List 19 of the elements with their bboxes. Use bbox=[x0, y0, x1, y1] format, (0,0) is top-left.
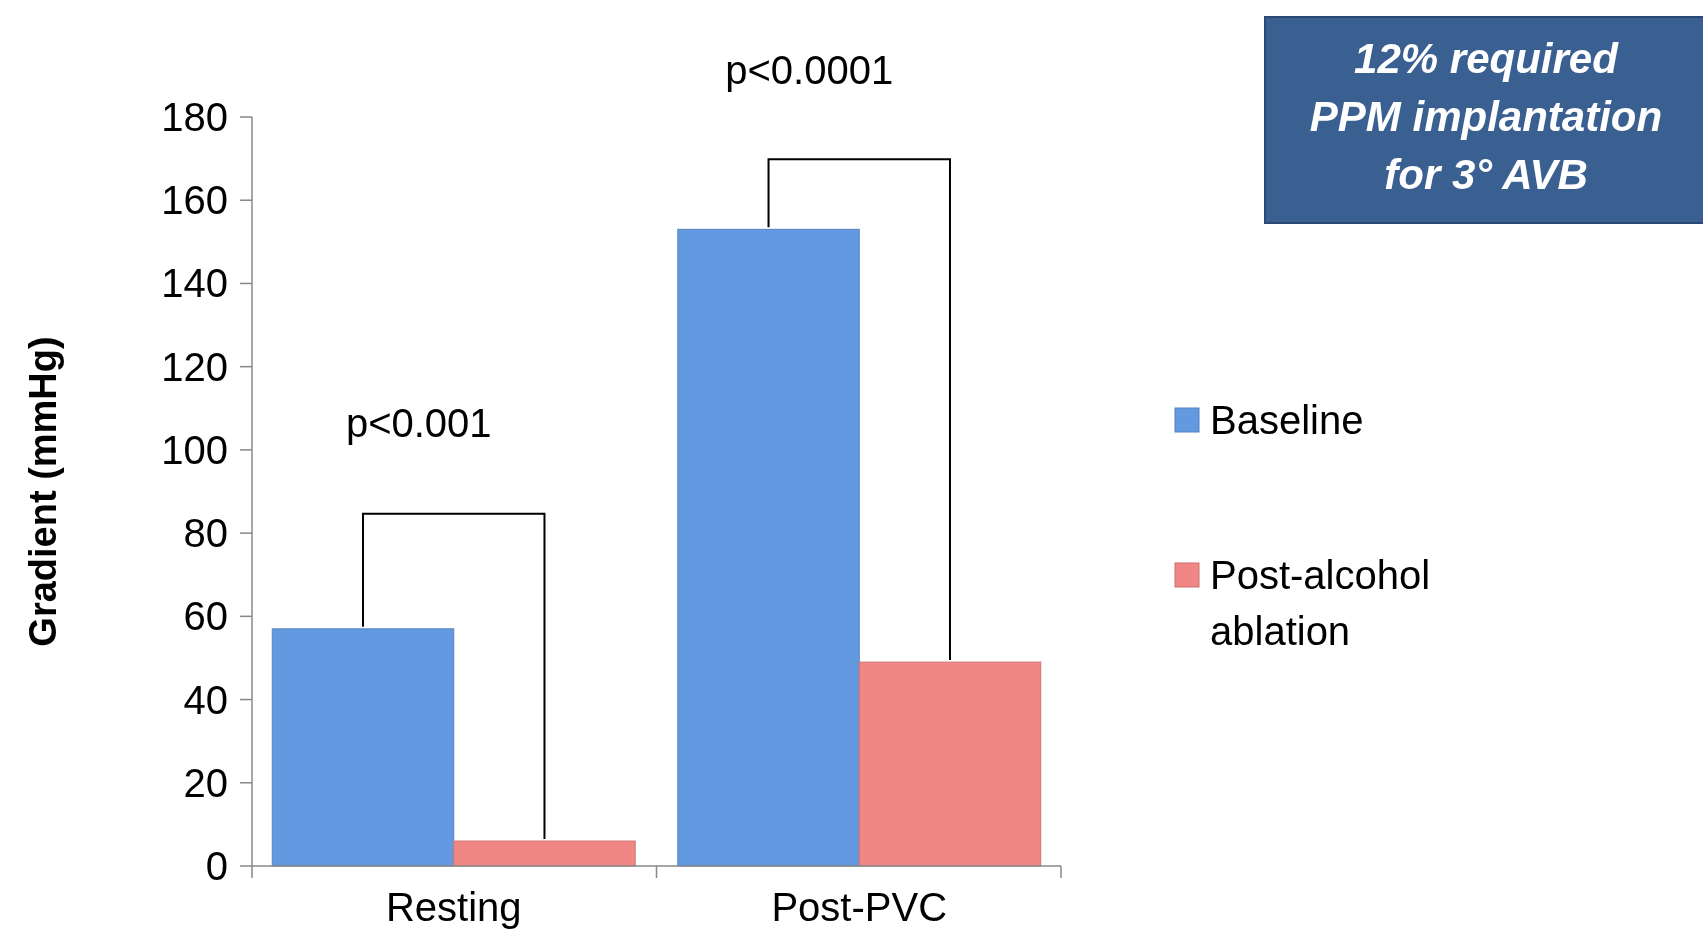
text: p<0.0001 bbox=[725, 48, 894, 92]
y-tick-label: 120 bbox=[161, 344, 228, 389]
y-tick-label: 40 bbox=[183, 677, 228, 722]
y-tick-label: 140 bbox=[161, 261, 228, 306]
y-tick-label: 0 bbox=[205, 844, 228, 888]
legend-label: Post-alcohol ablation bbox=[1210, 553, 1431, 653]
bar bbox=[453, 840, 636, 867]
annotation: p<0.001 bbox=[345, 401, 492, 445]
y-tick-label: 20 bbox=[183, 760, 228, 805]
x-tick-label: Resting bbox=[385, 885, 522, 929]
text: 12% required PPM implantation for 3° AVB bbox=[1309, 34, 1663, 198]
y-tick-label: 100 bbox=[161, 427, 228, 472]
y-tick-label: 180 bbox=[161, 95, 228, 139]
y-tick-label: 160 bbox=[161, 178, 228, 223]
y-tick-label: 60 bbox=[183, 594, 228, 639]
y-axis-title: Gradient (mmHg) bbox=[22, 336, 64, 647]
x-tick-label: Post-PVC bbox=[771, 885, 948, 929]
y-tick-label: 80 bbox=[183, 511, 228, 556]
legend-label: Baseline bbox=[1210, 398, 1364, 442]
